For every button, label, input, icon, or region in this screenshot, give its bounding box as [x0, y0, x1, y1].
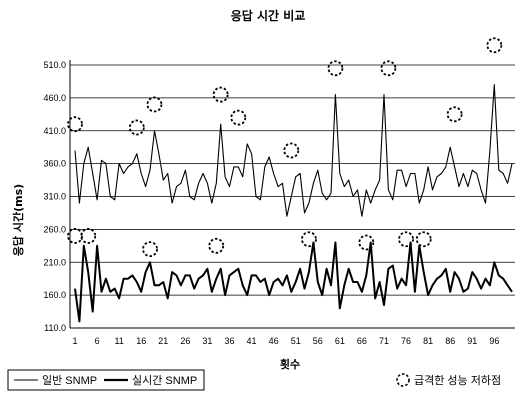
y-tick-label: 410.0 [43, 126, 66, 136]
degradation-marker [208, 237, 225, 254]
x-axis-label: 횟수 [280, 357, 300, 371]
degradation-marker [327, 60, 344, 77]
series-layer [74, 84, 513, 323]
y-axis-label: 응답 시간(ms) [11, 184, 25, 256]
x-tick-label: 26 [180, 336, 190, 346]
y-tick-label: 110.0 [44, 323, 66, 333]
degradation-marker [358, 234, 375, 251]
degradation-marker [67, 116, 83, 133]
degradation-marker [398, 231, 414, 248]
legend-marker-icon [396, 373, 410, 387]
x-tick-label: 1 [72, 336, 77, 346]
x-tick-labels: 1 6 11 16 21 26 31 36 41 46 51 56 61 66 71 76 81 86 91 96 [72, 336, 499, 346]
y-tick-label: 360.0 [43, 159, 66, 169]
degradation-marker [142, 241, 158, 258]
legend-series-2-label: 실시간 SNMP [132, 374, 197, 387]
x-tick-label: 46 [269, 336, 279, 346]
y-tick-label: 210.0 [43, 257, 66, 267]
x-tick-label: 91 [467, 336, 477, 346]
degradation-marker [380, 60, 397, 77]
degradation-marker [415, 231, 432, 248]
degradation-markers [67, 37, 503, 258]
series-line-1 [74, 84, 513, 217]
y-tick-labels: 110.0 160.0 210.0 260.0 310.0 360.0 410.0 460.0… [43, 60, 66, 333]
x-tick-label: 86 [445, 336, 455, 346]
x-tick-label: 71 [379, 336, 389, 346]
x-tick-label: 81 [423, 336, 433, 346]
y-tick-label: 460.0 [43, 93, 66, 103]
degradation-marker [446, 106, 463, 123]
legend-series-1-label: 일반 SNMP [42, 373, 97, 387]
y-tick-label: 310.0 [43, 192, 66, 202]
degradation-marker [80, 228, 97, 244]
x-tick-label: 16 [136, 336, 146, 346]
degradation-marker [212, 86, 229, 103]
x-tick-label: 41 [247, 336, 257, 346]
x-tick-label: 61 [335, 336, 345, 346]
degradation-marker [146, 96, 163, 113]
grid-lines [70, 64, 515, 296]
legend: 일반 SNMP 실시간 SNMP 급격한 성능 저하점 [7, 369, 501, 391]
degradation-marker [486, 37, 503, 54]
x-tick-label: 11 [114, 336, 123, 346]
legend-box [7, 369, 205, 391]
degradation-marker [283, 142, 300, 159]
x-tick-label: 66 [357, 336, 367, 346]
y-tick-label: 260.0 [43, 224, 66, 234]
degradation-marker [67, 228, 83, 244]
x-tick-label: 51 [291, 336, 301, 346]
degradation-marker [128, 119, 145, 136]
x-tick-label: 31 [202, 336, 212, 346]
x-tick-label: 21 [158, 336, 168, 346]
x-tick-label: 56 [313, 336, 323, 346]
x-tick-label: 96 [489, 336, 499, 346]
x-tick-label: 76 [401, 336, 411, 346]
x-tick-label: 36 [224, 336, 234, 346]
degradation-marker [230, 109, 247, 126]
x-tick-label: 6 [95, 336, 100, 346]
y-tick-label: 160.0 [43, 290, 66, 300]
series-line-2 [74, 241, 513, 323]
chart-title: 응답 시간 비교 [231, 8, 306, 23]
legend-marker-label: 급격한 성능 저하점 [414, 373, 501, 387]
y-tick-label: 510.0 [43, 60, 66, 70]
degradation-marker [301, 231, 317, 248]
